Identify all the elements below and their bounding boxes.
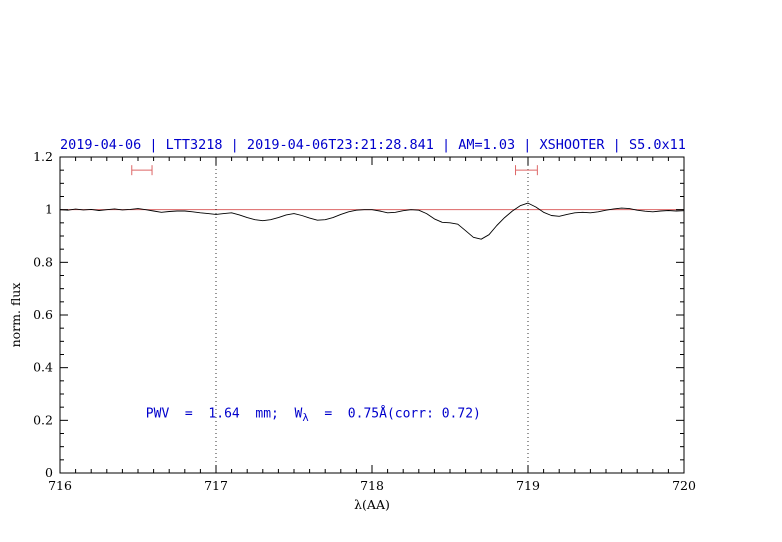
- svg-text:0.4: 0.4: [33, 360, 53, 375]
- svg-text:718: 718: [360, 478, 384, 493]
- y-axis-label: norm. flux: [8, 283, 23, 348]
- svg-text:1.2: 1.2: [33, 149, 53, 164]
- pwv-annotation: PWV = 1.64 mm; Wλ = 0.75Å(corr: 0.72): [146, 406, 481, 425]
- plot-border: [59, 156, 685, 474]
- dotted-guide-lines: [215, 157, 529, 473]
- x-tick-labels: 716 717 718 719 720: [48, 478, 696, 493]
- svg-text:0: 0: [45, 465, 53, 480]
- svg-text:1: 1: [45, 202, 53, 217]
- svg-text:0.6: 0.6: [33, 307, 53, 322]
- svg-text:719: 719: [516, 478, 540, 493]
- interval-markers: [131, 165, 538, 176]
- x-axis-label: λ(AA): [354, 497, 390, 512]
- spectrum-line: [59, 202, 685, 240]
- svg-text:717: 717: [204, 478, 228, 493]
- svg-text:0.8: 0.8: [33, 254, 53, 269]
- axis-ticks: [59, 156, 685, 474]
- plot-title: 2019-04-06 | LTT3218 | 2019-04-06T23:21:…: [60, 137, 686, 153]
- svg-text:716: 716: [48, 478, 72, 493]
- svg-text:0.2: 0.2: [33, 412, 53, 427]
- y-tick-labels: 0 0.2 0.4 0.6 0.8 1 1.2: [33, 149, 53, 480]
- svg-text:720: 720: [672, 478, 696, 493]
